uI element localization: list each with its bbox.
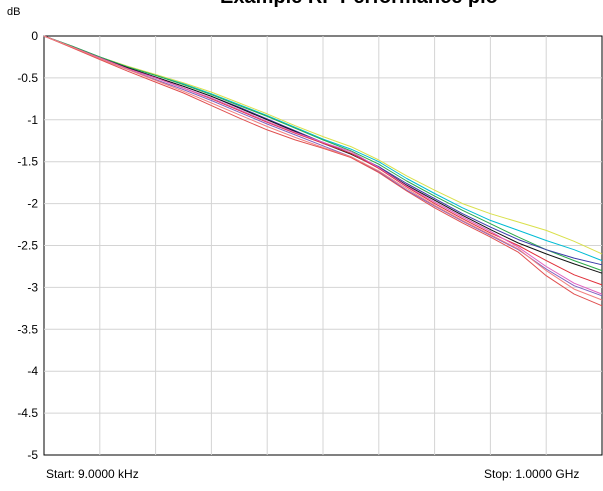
series-trace-3: [43, 35, 603, 272]
series-trace-7: [43, 35, 603, 295]
y-axis-unit-label: dB: [7, 6, 21, 18]
y-tick-label: -2: [27, 197, 38, 211]
y-tick-label: -3: [27, 280, 38, 294]
y-tick-label: 0: [31, 29, 38, 43]
y-tick-label: -4: [27, 364, 38, 378]
y-tick-label: -4.5: [17, 406, 38, 420]
y-tick-label: -3.5: [17, 322, 38, 336]
chart-title: Example RF Performance plo: [220, 0, 603, 9]
series-trace-10: [43, 35, 603, 301]
y-tick-label: -2.5: [17, 239, 38, 253]
stop-frequency-label: Stop: 1.0000 GHz: [484, 467, 580, 481]
y-tick-label: -1.5: [17, 155, 38, 169]
y-tick-label: -5: [27, 448, 38, 462]
y-tick-label: -0.5: [17, 71, 38, 85]
start-frequency-label: Start: 9.0000 kHz: [46, 467, 139, 481]
y-tick-label: -1: [27, 113, 38, 127]
series-trace-9: [43, 35, 603, 307]
series-trace-1: [43, 35, 603, 255]
